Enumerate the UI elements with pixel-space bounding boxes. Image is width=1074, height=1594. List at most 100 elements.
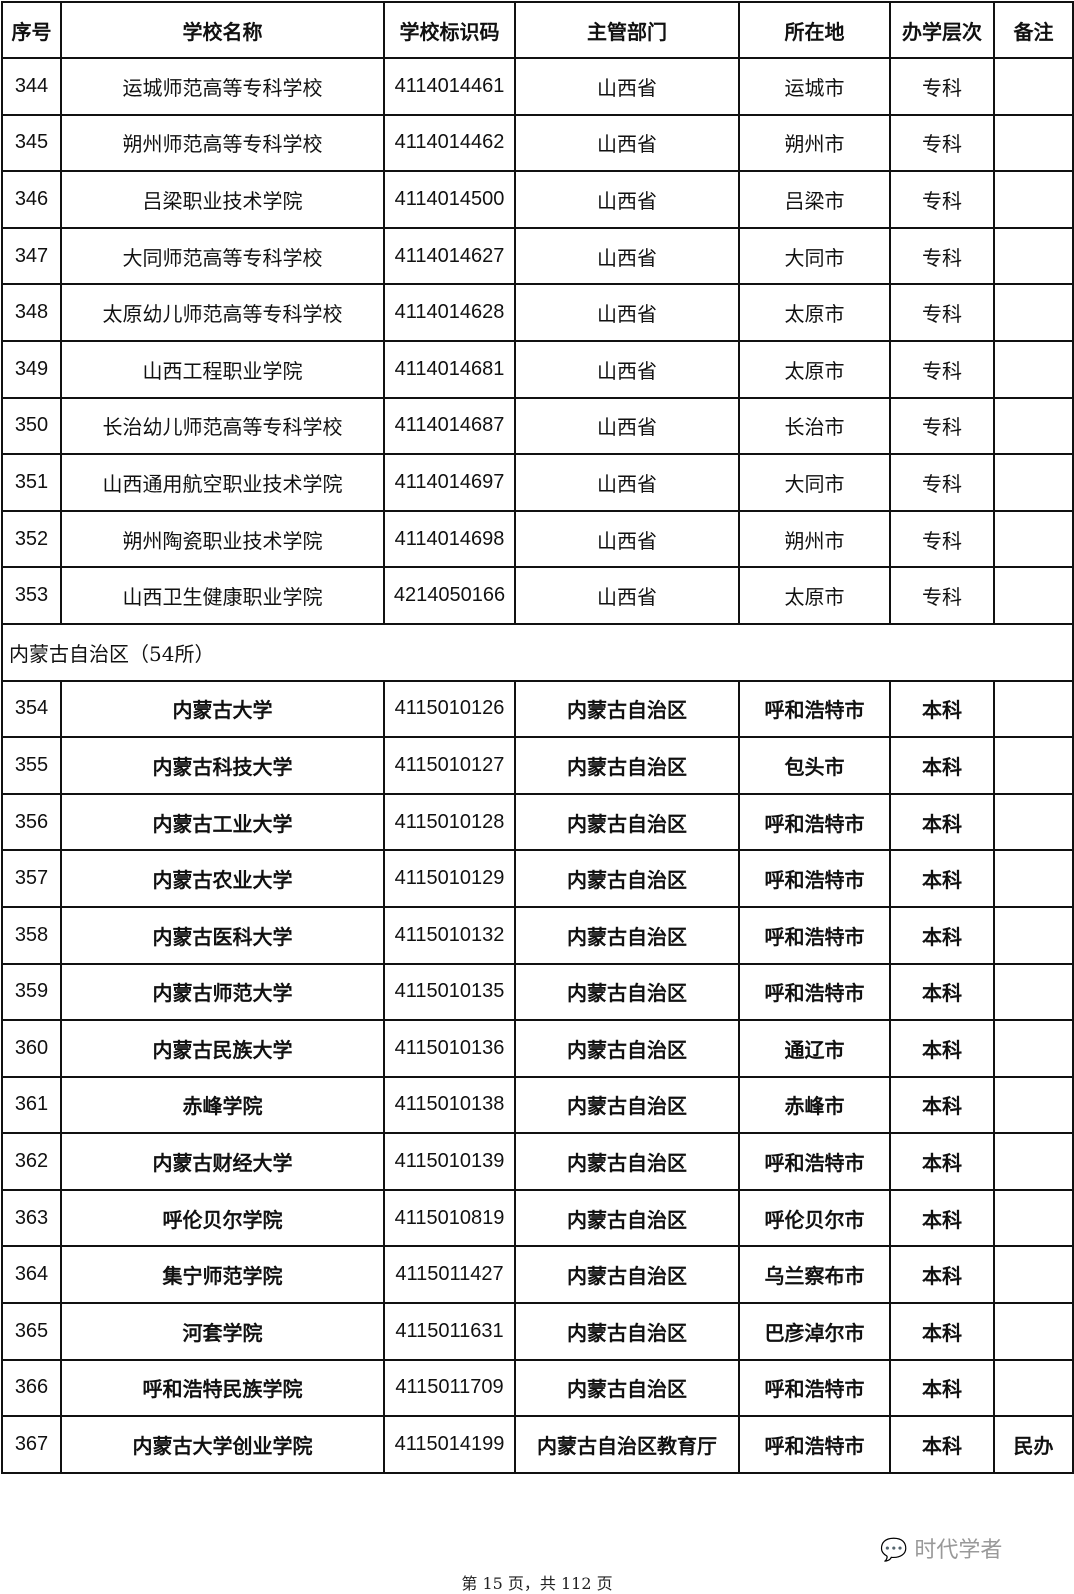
cell-school-code: 4115011631 <box>383 1302 516 1361</box>
wechat-icon: 💬 <box>880 1538 908 1563</box>
cell-location: 太原市 <box>738 339 891 399</box>
cell-authority: 山西省 <box>514 396 740 456</box>
header-school-name: 学校名称 <box>60 1 385 59</box>
cell-school-name: 吕梁职业技术学院 <box>60 170 385 229</box>
cell-authority: 山西省 <box>514 509 740 569</box>
table-row: 356 内蒙古工业大学 4115010128 内蒙古自治区 呼和浩特市 本科 <box>1 792 1074 852</box>
cell-remarks <box>993 1245 1074 1305</box>
cell-authority: 山西省 <box>514 57 740 116</box>
cell-school-name: 河套学院 <box>60 1302 385 1361</box>
cell-index: 345 <box>1 113 62 173</box>
cell-school-name: 内蒙古民族大学 <box>60 1019 385 1078</box>
cell-location: 朔州市 <box>738 509 891 569</box>
cell-level: 本科 <box>889 736 995 795</box>
header-remarks: 备注 <box>993 1 1074 59</box>
cell-school-code: 4115014199 <box>383 1415 516 1474</box>
table-row: 363 呼伦贝尔学院 4115010819 内蒙古自治区 呼伦贝尔市 本科 <box>1 1188 1074 1248</box>
cell-index: 344 <box>1 57 62 116</box>
cell-school-code: 4115010126 <box>383 679 516 739</box>
header-level: 办学层次 <box>889 1 995 59</box>
table-row: 365 河套学院 4115011631 内蒙古自治区 巴彦淖尔市 本科 <box>1 1302 1074 1361</box>
cell-location: 呼和浩特市 <box>738 905 891 965</box>
cell-school-name: 山西通用航空职业技术学院 <box>60 453 385 512</box>
cell-school-name: 长治幼儿师范高等专科学校 <box>60 396 385 456</box>
cell-school-code: 4114014628 <box>383 283 516 342</box>
cell-school-name: 内蒙古工业大学 <box>60 792 385 852</box>
table-row: 347 大同师范高等专科学校 4114014627 山西省 大同市 专科 <box>1 226 1074 286</box>
cell-authority: 山西省 <box>514 170 740 229</box>
cell-school-name: 朔州陶瓷职业技术学院 <box>60 509 385 569</box>
cell-location: 吕梁市 <box>738 170 891 229</box>
table-row: 348 太原幼儿师范高等专科学校 4114014628 山西省 太原市 专科 <box>1 283 1074 342</box>
cell-school-code: 4115010129 <box>383 849 516 908</box>
header-authority: 主管部门 <box>514 1 740 59</box>
cell-remarks <box>993 1302 1074 1361</box>
cell-index: 350 <box>1 396 62 456</box>
cell-location: 呼伦贝尔市 <box>738 1188 891 1248</box>
cell-remarks <box>993 453 1074 512</box>
cell-school-code: 4115010819 <box>383 1188 516 1248</box>
watermark-text: 时代学者 <box>914 1538 1003 1563</box>
cell-index: 354 <box>1 679 62 739</box>
cell-location: 包头市 <box>738 736 891 795</box>
table-row: 353 山西卫生健康职业学院 4214050166 山西省 太原市 专科 <box>1 566 1074 625</box>
cell-index: 352 <box>1 509 62 569</box>
cell-location: 呼和浩特市 <box>738 1415 891 1474</box>
cell-index: 359 <box>1 962 62 1022</box>
cell-authority: 山西省 <box>514 339 740 399</box>
cell-index: 357 <box>1 849 62 908</box>
cell-index: 360 <box>1 1019 62 1078</box>
cell-authority: 内蒙古自治区 <box>514 962 740 1022</box>
cell-authority: 内蒙古自治区 <box>514 1132 740 1191</box>
cell-school-code: 4115011709 <box>383 1358 516 1418</box>
cell-index: 353 <box>1 566 62 625</box>
cell-school-name: 内蒙古大学创业学院 <box>60 1415 385 1474</box>
cell-location: 呼和浩特市 <box>738 792 891 852</box>
cell-school-name: 赤峰学院 <box>60 1075 385 1135</box>
cell-location: 太原市 <box>738 566 891 625</box>
table-row: 357 内蒙古农业大学 4115010129 内蒙古自治区 呼和浩特市 本科 <box>1 849 1074 908</box>
cell-index: 365 <box>1 1302 62 1361</box>
cell-location: 巴彦淖尔市 <box>738 1302 891 1361</box>
cell-level: 专科 <box>889 339 995 399</box>
table-row: 360 内蒙古民族大学 4115010136 内蒙古自治区 通辽市 本科 <box>1 1019 1074 1078</box>
cell-authority: 内蒙古自治区教育厅 <box>514 1415 740 1474</box>
cell-remarks <box>993 1019 1074 1078</box>
cell-school-code: 4115010128 <box>383 792 516 852</box>
table-row: 351 山西通用航空职业技术学院 4114014697 山西省 大同市 专科 <box>1 453 1074 512</box>
cell-level: 专科 <box>889 57 995 116</box>
cell-school-code: 4114014461 <box>383 57 516 116</box>
table-row: 366 呼和浩特民族学院 4115011709 内蒙古自治区 呼和浩特市 本科 <box>1 1358 1074 1418</box>
university-list-table: 序号 学校名称 学校标识码 主管部门 所在地 办学层次 备注 344 运城师范高等… <box>1 1 1074 1474</box>
cell-school-name: 山西工程职业学院 <box>60 339 385 399</box>
cell-level: 本科 <box>889 792 995 852</box>
cell-school-name: 内蒙古农业大学 <box>60 849 385 908</box>
cell-level: 专科 <box>889 509 995 569</box>
cell-authority: 内蒙古自治区 <box>514 1302 740 1361</box>
cell-level: 本科 <box>889 1358 995 1418</box>
table-row: 367 内蒙古大学创业学院 4115014199 内蒙古自治区教育厅 呼和浩特市 本科 民办 <box>1 1415 1074 1474</box>
cell-index: 361 <box>1 1075 62 1135</box>
cell-location: 大同市 <box>738 226 891 286</box>
cell-remarks <box>993 679 1074 739</box>
header-index: 序号 <box>1 1 62 59</box>
cell-school-code: 4115010136 <box>383 1019 516 1078</box>
cell-location: 呼和浩特市 <box>738 962 891 1022</box>
cell-location: 运城市 <box>738 57 891 116</box>
cell-school-code: 4214050166 <box>383 566 516 625</box>
table-header-row: 序号 学校名称 学校标识码 主管部门 所在地 办学层次 备注 <box>1 1 1074 59</box>
header-school-code: 学校标识码 <box>383 1 516 59</box>
table-row: 362 内蒙古财经大学 4115010139 内蒙古自治区 呼和浩特市 本科 <box>1 1132 1074 1191</box>
cell-location: 太原市 <box>738 283 891 342</box>
cell-remarks <box>993 1188 1074 1248</box>
table-row: 345 朔州师范高等专科学校 4114014462 山西省 朔州市 专科 <box>1 113 1074 173</box>
cell-school-name: 内蒙古科技大学 <box>60 736 385 795</box>
cell-authority: 内蒙古自治区 <box>514 849 740 908</box>
cell-index: 355 <box>1 736 62 795</box>
cell-authority: 内蒙古自治区 <box>514 1245 740 1305</box>
table-row: 358 内蒙古医科大学 4115010132 内蒙古自治区 呼和浩特市 本科 <box>1 905 1074 965</box>
cell-remarks <box>993 113 1074 173</box>
cell-remarks <box>993 1358 1074 1418</box>
cell-school-code: 4115010135 <box>383 962 516 1022</box>
cell-remarks <box>993 57 1074 116</box>
